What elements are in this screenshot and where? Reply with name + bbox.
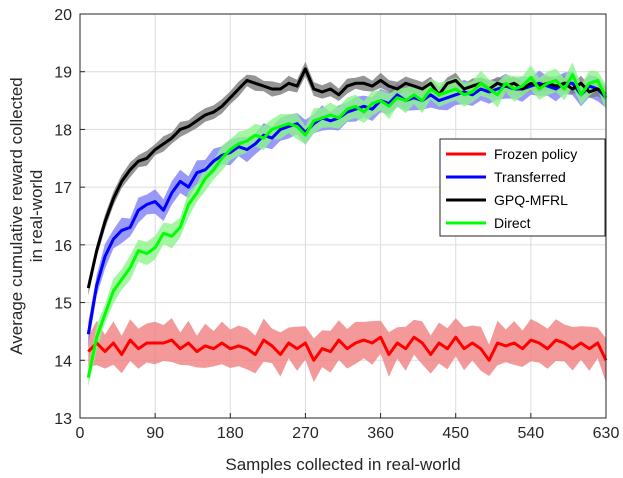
y-tick-label: 16 [54, 238, 72, 255]
direct-line [86, 73, 608, 378]
y-tick-label: 20 [54, 7, 72, 24]
transferred-band [88, 70, 607, 347]
legend-label-direct: Direct [494, 215, 531, 231]
y-tick-label: 15 [54, 296, 72, 313]
x-tick-label: 180 [217, 425, 244, 442]
y-tick-label: 17 [54, 180, 72, 197]
x-tick-label: 270 [292, 425, 319, 442]
legend-label-transferred: Transferred [494, 169, 566, 185]
x-tick-label: 540 [518, 425, 545, 442]
x-tick-label: 630 [593, 425, 620, 442]
frozen-policy-line [87, 335, 608, 362]
legend: Frozen policy Transferred GPQ-MFRL Direct [439, 138, 606, 237]
y-tick-label: 18 [54, 122, 72, 139]
y-tick-label: 14 [54, 353, 72, 370]
y-tick-label: 13 [54, 411, 72, 428]
x-axis-label: Samples collected in real-world [225, 455, 460, 474]
legend-label-frozen-policy: Frozen policy [494, 146, 577, 162]
plot-frame [79, 13, 607, 419]
x-tick-label: 90 [146, 425, 164, 442]
x-axis-ticks: 0 90 180 270 360 450 540 630 [76, 413, 620, 442]
y-axis-ticks: 13 14 15 16 17 18 19 20 [54, 7, 85, 428]
y-axis-label-line-1: Average cumulative reward collected [7, 77, 26, 355]
legend-label-gpq-mfrl: GPQ-MFRL [494, 192, 568, 208]
y-axis-label: Average cumulative reward collected in r… [7, 77, 46, 355]
x-tick-label: 360 [367, 425, 394, 442]
series-lines [86, 67, 608, 378]
x-tick-label: 0 [76, 425, 85, 442]
frozen-policy-band [88, 318, 607, 383]
y-tick-label: 19 [54, 65, 72, 82]
y-axis-label-line-2: in real-world [27, 170, 46, 263]
x-tick-label: 450 [442, 425, 469, 442]
transferred-line [86, 81, 608, 335]
